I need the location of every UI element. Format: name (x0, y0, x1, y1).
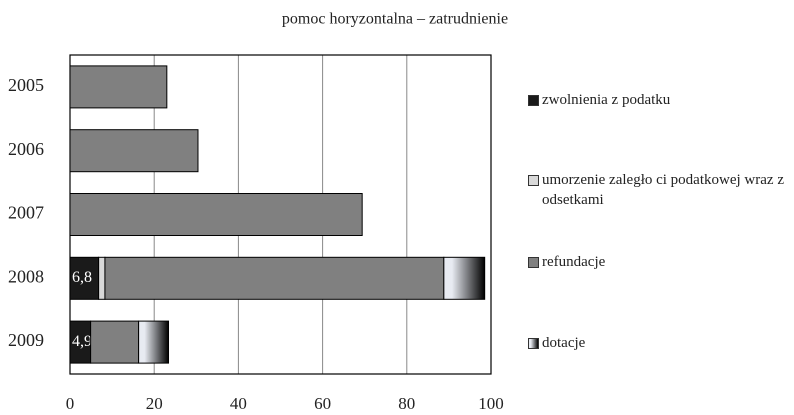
legend-item: dotacje (528, 333, 790, 353)
x-tick-label: 20 (146, 394, 163, 413)
bar-segment (69, 193, 363, 236)
y-tick-label: 2009 (8, 330, 44, 350)
x-tick-label: 80 (398, 394, 415, 413)
y-tick-label: 2006 (8, 139, 44, 159)
legend-swatch (528, 257, 539, 268)
bar-segment (69, 129, 199, 173)
chart-title: pomoc horyzontalna – zatrudnienie (282, 11, 508, 28)
x-tick-label: 0 (66, 394, 75, 413)
bar-segment (104, 256, 445, 300)
legend-swatch (528, 175, 539, 186)
bar-segment (98, 256, 106, 300)
legend-label: dotacje (542, 335, 586, 351)
legend-label: refundacje (542, 254, 606, 270)
legend-label: zwolnienia z podatku (542, 92, 671, 108)
x-tick-label: 100 (478, 394, 504, 413)
x-tick-label: 40 (230, 394, 247, 413)
bar-segment (443, 256, 486, 300)
y-tick-label: 2007 (8, 203, 44, 223)
data-label: 6,8 (72, 269, 92, 286)
bar-segment (138, 320, 170, 364)
data-label: 4,9 (72, 333, 92, 350)
legend-swatch (528, 338, 539, 349)
legend-label: umorzenie zaległo ci podatkowej wraz z o… (542, 172, 784, 208)
legend-item: refundacje (528, 252, 790, 272)
y-tick-label: 2005 (8, 75, 44, 95)
bar-segment (90, 320, 140, 364)
legend-item: umorzenie zaległo ci podatkowej wraz z o… (528, 170, 790, 210)
y-tick-label: 2008 (8, 266, 44, 286)
bar-segment (69, 65, 168, 109)
x-tick-label: 60 (314, 394, 331, 413)
legend-item: zwolnienia z podatku (528, 90, 790, 110)
legend-swatch (528, 95, 539, 106)
